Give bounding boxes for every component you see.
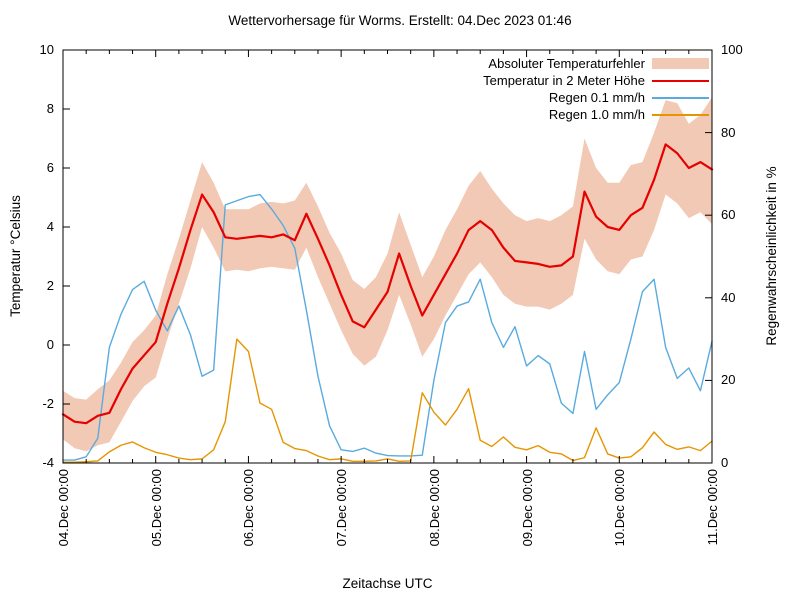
rain-10-line — [62, 338, 713, 463]
temperature-line — [61, 143, 714, 425]
temperature-error-band — [63, 97, 712, 452]
rain-01-line — [62, 193, 713, 461]
